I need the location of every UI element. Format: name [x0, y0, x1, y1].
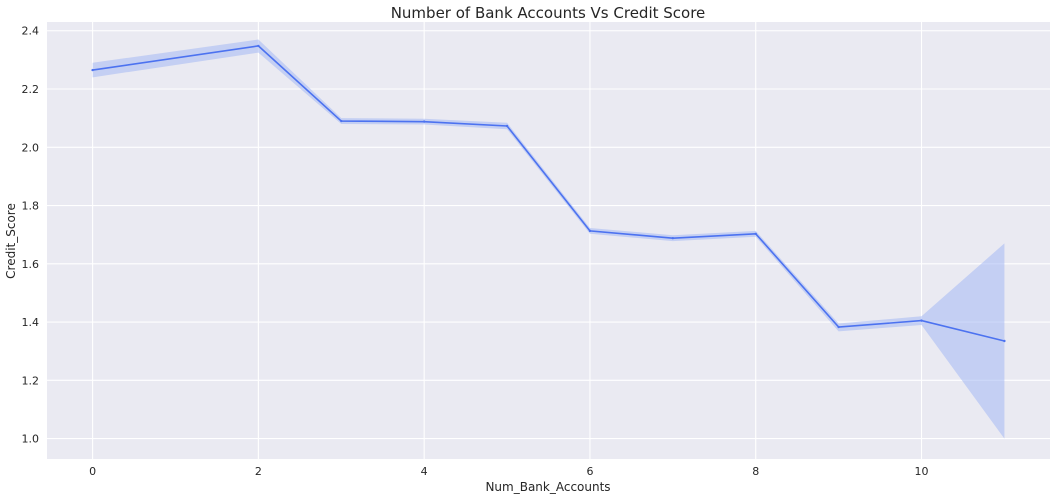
- data-point: [422, 120, 426, 123]
- x-axis-label: Num_Bank_Accounts: [485, 480, 610, 494]
- y-tick-label: 2.4: [22, 25, 40, 38]
- chart-title: Number of Bank Accounts Vs Credit Score: [391, 4, 706, 22]
- data-point: [91, 68, 94, 72]
- data-point: [671, 236, 675, 240]
- y-tick-labels: 1.0 1.2 1.4 1.6 1.8 2.0 2.2 2.4: [22, 25, 40, 446]
- x-tick-label: 4: [421, 465, 428, 478]
- grid-lines: [47, 22, 1050, 459]
- data-point: [754, 232, 757, 235]
- x-tick-label: 2: [255, 465, 262, 478]
- data-point: [340, 119, 343, 123]
- data-point: [588, 229, 592, 233]
- data-points: [91, 44, 1006, 343]
- y-tick-label: 1.2: [22, 374, 40, 387]
- x-tick-labels: 0 2 4 6 8 10: [89, 465, 928, 478]
- y-tick-label: 2.2: [22, 83, 40, 96]
- plot-background: [47, 22, 1050, 459]
- x-tick-label: 6: [586, 465, 593, 478]
- y-axis-label: Credit_Score: [4, 203, 18, 279]
- data-point: [837, 325, 840, 329]
- y-tick-label: 2.0: [22, 141, 40, 154]
- y-tick-label: 1.6: [22, 258, 40, 271]
- y-tick-label: 1.0: [22, 433, 40, 446]
- y-tick-label: 1.8: [22, 200, 40, 213]
- data-point: [505, 124, 509, 128]
- x-tick-label: 8: [752, 465, 759, 478]
- data-point: [1003, 339, 1006, 343]
- x-tick-label: 10: [915, 465, 929, 478]
- data-point: [257, 44, 260, 48]
- data-point: [920, 319, 923, 322]
- y-tick-label: 1.4: [22, 316, 40, 329]
- x-tick-label: 0: [89, 465, 96, 478]
